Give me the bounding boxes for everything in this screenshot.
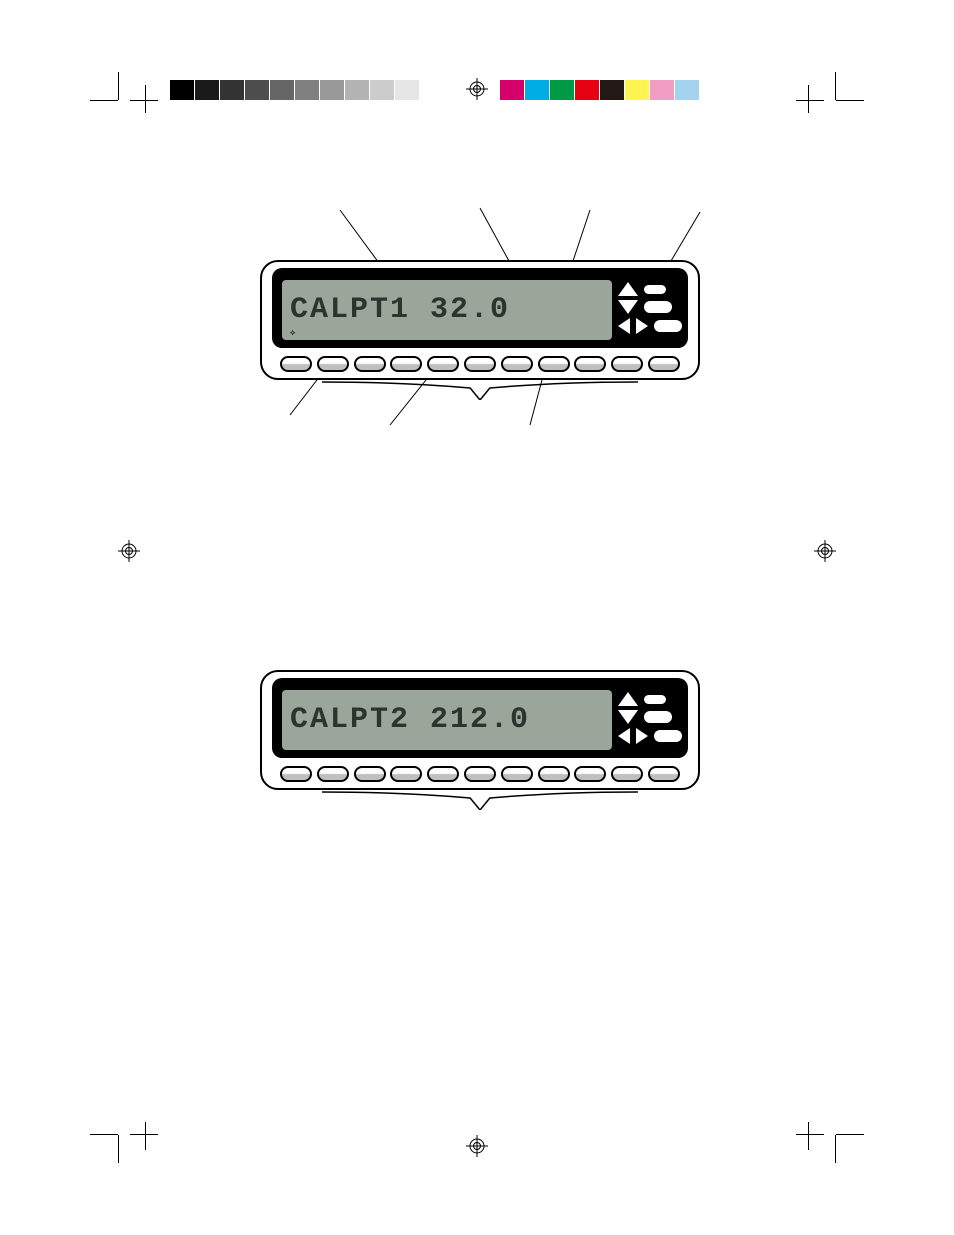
- oval-button[interactable]: [648, 766, 680, 782]
- swatch: [170, 80, 195, 100]
- lcd-mode-indicator: ⟡: [290, 329, 295, 338]
- crop-mark: [130, 1134, 158, 1135]
- swatch: [700, 80, 725, 100]
- crop-mark: [836, 100, 864, 101]
- swatch: [295, 80, 320, 100]
- oval-button[interactable]: [354, 356, 386, 372]
- arrow-down-icon[interactable]: [618, 300, 638, 314]
- arrow-up-icon[interactable]: [618, 282, 638, 296]
- lcd-text: CALPT1 32.0: [290, 293, 510, 327]
- curly-bracket-icon: [322, 790, 638, 810]
- oval-button[interactable]: [611, 766, 643, 782]
- pill-button[interactable]: [644, 711, 672, 723]
- arrow-left-icon[interactable]: [618, 318, 630, 334]
- swatch: [575, 80, 600, 100]
- arrow-up-icon[interactable]: [618, 692, 638, 706]
- oval-button[interactable]: [538, 356, 570, 372]
- oval-button[interactable]: [501, 766, 533, 782]
- swatch: [320, 80, 345, 100]
- thermometer-device: Scanning Thermometer CALPT2 212.0: [260, 670, 700, 790]
- grayscale-ramp: [170, 80, 445, 100]
- pill-button[interactable]: [654, 320, 682, 332]
- pill-button[interactable]: [644, 695, 666, 704]
- swatch: [550, 80, 575, 100]
- oval-button[interactable]: [390, 356, 422, 372]
- oval-button[interactable]: [611, 356, 643, 372]
- registration-mark-icon: [118, 540, 140, 562]
- crop-mark: [118, 1135, 119, 1163]
- swatch: [650, 80, 675, 100]
- swatch: [270, 80, 295, 100]
- oval-button[interactable]: [464, 766, 496, 782]
- oval-button[interactable]: [574, 356, 606, 372]
- crop-mark: [90, 1134, 118, 1135]
- arrow-down-icon[interactable]: [618, 710, 638, 724]
- pill-button[interactable]: [644, 285, 666, 294]
- button-column: [618, 268, 688, 348]
- swatch: [420, 80, 445, 100]
- arrow-left-icon[interactable]: [618, 728, 630, 744]
- oval-button[interactable]: [464, 356, 496, 372]
- oval-button[interactable]: [427, 356, 459, 372]
- lcd-text: CALPT2 212.0: [290, 703, 530, 737]
- crop-mark: [145, 85, 146, 113]
- crop-mark: [796, 1134, 824, 1135]
- lcd-display: CALPT2 212.0: [282, 690, 612, 750]
- curly-bracket-icon: [322, 380, 638, 400]
- crop-mark: [808, 1122, 809, 1150]
- swatch: [395, 80, 420, 100]
- oval-button[interactable]: [317, 766, 349, 782]
- registration-mark-icon: [466, 1135, 488, 1157]
- oval-button-row: [280, 356, 680, 372]
- device-bezel: CALPT1 32.0 ⟡: [272, 268, 688, 348]
- color-bar: [500, 80, 725, 100]
- device-bezel: CALPT2 212.0: [272, 678, 688, 758]
- swatch: [370, 80, 395, 100]
- oval-button[interactable]: [427, 766, 459, 782]
- oval-button-row: [280, 766, 680, 782]
- swatch: [675, 80, 700, 100]
- device-figure-1: Scanning Thermometer CALPT1 32.0 ⟡: [260, 260, 700, 380]
- oval-button[interactable]: [280, 356, 312, 372]
- crop-mark: [130, 100, 158, 101]
- device-figure-2: Scanning Thermometer CALPT2 212.0: [260, 670, 700, 790]
- lcd-display: CALPT1 32.0 ⟡: [282, 280, 612, 340]
- registration-mark-icon: [814, 540, 836, 562]
- oval-button[interactable]: [538, 766, 570, 782]
- crop-mark: [808, 85, 809, 113]
- thermometer-device: Scanning Thermometer CALPT1 32.0 ⟡: [260, 260, 700, 380]
- oval-button[interactable]: [501, 356, 533, 372]
- arrow-right-icon[interactable]: [636, 318, 648, 334]
- oval-button[interactable]: [390, 766, 422, 782]
- oval-button[interactable]: [317, 356, 349, 372]
- arrow-right-icon[interactable]: [636, 728, 648, 744]
- swatch: [525, 80, 550, 100]
- crop-mark: [836, 1134, 864, 1135]
- crop-mark: [796, 100, 824, 101]
- swatch: [500, 80, 525, 100]
- crop-mark: [835, 1135, 836, 1163]
- oval-button[interactable]: [354, 766, 386, 782]
- crop-mark: [90, 100, 118, 101]
- crop-mark: [118, 72, 119, 100]
- oval-button[interactable]: [574, 766, 606, 782]
- registration-mark-icon: [466, 78, 488, 100]
- swatch: [600, 80, 625, 100]
- crop-mark: [835, 72, 836, 100]
- swatch: [345, 80, 370, 100]
- pill-button[interactable]: [644, 301, 672, 313]
- swatch: [625, 80, 650, 100]
- oval-button[interactable]: [280, 766, 312, 782]
- swatch: [195, 80, 220, 100]
- crop-mark: [145, 1122, 146, 1150]
- oval-button[interactable]: [648, 356, 680, 372]
- button-column: [618, 678, 688, 758]
- pill-button[interactable]: [654, 730, 682, 742]
- swatch: [245, 80, 270, 100]
- swatch: [220, 80, 245, 100]
